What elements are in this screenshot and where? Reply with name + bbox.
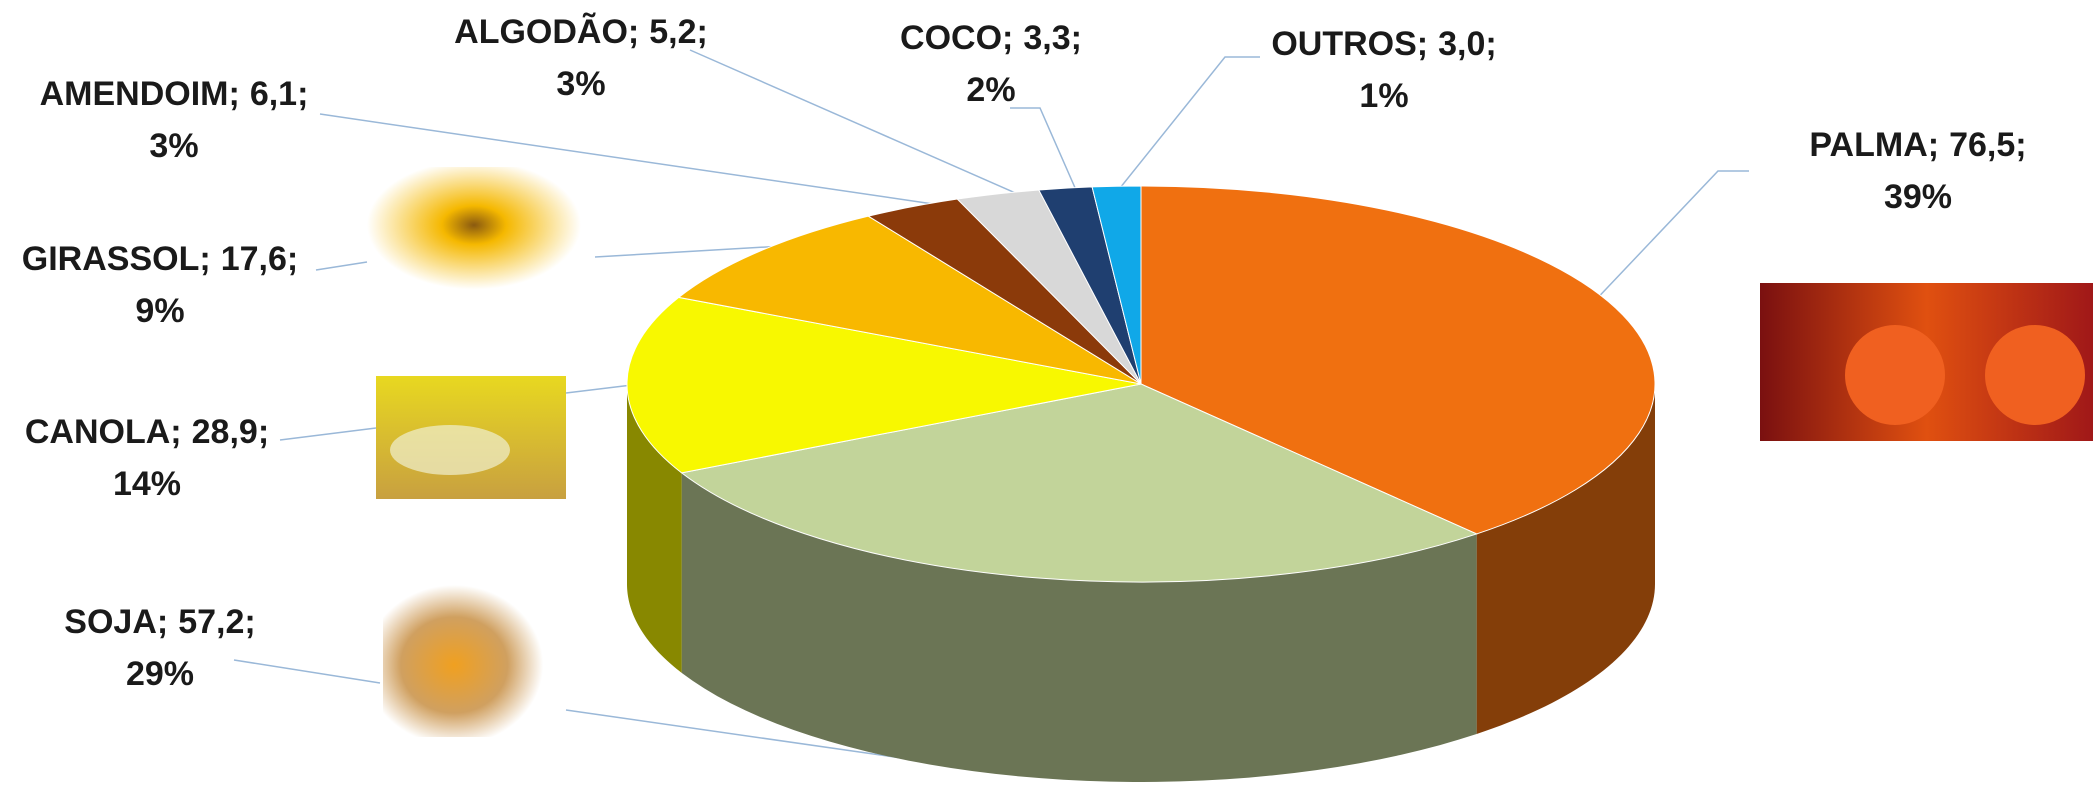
palm-fruit (1985, 325, 2085, 425)
percent-label: 2% (966, 71, 1015, 109)
separator: ; (157, 603, 168, 641)
photos (367, 167, 2093, 737)
slice-side (1476, 384, 1655, 734)
slice (1140, 185, 1656, 535)
separator: ; (297, 75, 308, 113)
value-label: 3,0 (1438, 25, 1485, 63)
data-label: PALMA; 76,5; (1809, 126, 2026, 164)
data-label: SOJA; 57,2; (64, 603, 255, 641)
separator: ; (1417, 25, 1428, 63)
leader-line (315, 261, 368, 271)
leader-line (279, 427, 377, 441)
separator: ; (228, 75, 239, 113)
separator: ; (199, 240, 210, 278)
canola-bowl (390, 425, 510, 475)
leaders (233, 49, 1749, 776)
percent-label: 39% (1884, 178, 1952, 216)
category-name: GIRASSOL (22, 240, 200, 278)
separator: ; (1928, 126, 1939, 164)
separator: ; (244, 603, 255, 641)
leader-line (565, 384, 633, 394)
category-name: ALGODÃO (454, 13, 628, 51)
leader-line (319, 113, 941, 206)
percent-label: 9% (135, 292, 184, 330)
separator: ; (170, 413, 181, 451)
category-name: OUTROS (1271, 25, 1416, 63)
percent-label: 14% (113, 465, 181, 503)
leader-line (1010, 107, 1077, 191)
leader-line (1119, 56, 1260, 189)
slice-side (681, 472, 1477, 782)
separator: ; (1485, 25, 1496, 63)
slice (1091, 185, 1142, 385)
palm-fruit (1845, 325, 1945, 425)
percent-label: 29% (126, 655, 194, 693)
percent-label: 1% (1359, 77, 1408, 115)
slice (680, 383, 1479, 583)
slice (626, 296, 1142, 474)
leader-line (594, 244, 801, 258)
value-label: 3,3 (1023, 19, 1070, 57)
separator: ; (1071, 19, 1082, 57)
soy-photo (383, 577, 561, 737)
value-label: 76,5 (1949, 126, 2015, 164)
leader-line (233, 659, 381, 684)
percent-label: 3% (556, 65, 605, 103)
separator: ; (697, 13, 708, 51)
percent-label: 3% (149, 127, 198, 165)
category-name: AMENDOIM (40, 75, 229, 113)
data-label: COCO; 3,3; (900, 19, 1082, 57)
sunflower-photo (367, 167, 581, 296)
data-label: GIRASSOL; 17,6; (22, 240, 298, 278)
leader-line (1588, 170, 1749, 308)
value-label: 57,2 (178, 603, 244, 641)
slice-side (627, 384, 682, 673)
value-label: 17,6 (221, 240, 287, 278)
data-label: OUTROS; 3,0; (1271, 25, 1496, 63)
separator: ; (1002, 19, 1013, 57)
slice (677, 215, 1142, 385)
value-label: 5,2 (649, 13, 696, 51)
category-name: PALMA (1809, 126, 1927, 164)
separator: ; (287, 240, 298, 278)
separator: ; (2015, 126, 2026, 164)
value-label: 6,1 (250, 75, 297, 113)
category-name: SOJA (64, 603, 157, 641)
separator: ; (258, 413, 269, 451)
data-label: AMENDOIM; 6,1; (40, 75, 309, 113)
data-label: CANOLA; 28,9; (25, 413, 269, 451)
data-label: ALGODÃO; 5,2; (454, 13, 708, 51)
value-label: 28,9 (192, 413, 258, 451)
category-name: COCO (900, 19, 1002, 57)
pie-sides (627, 384, 1655, 782)
leader-line (689, 49, 1021, 196)
category-name: CANOLA (25, 413, 170, 451)
separator: ; (628, 13, 639, 51)
